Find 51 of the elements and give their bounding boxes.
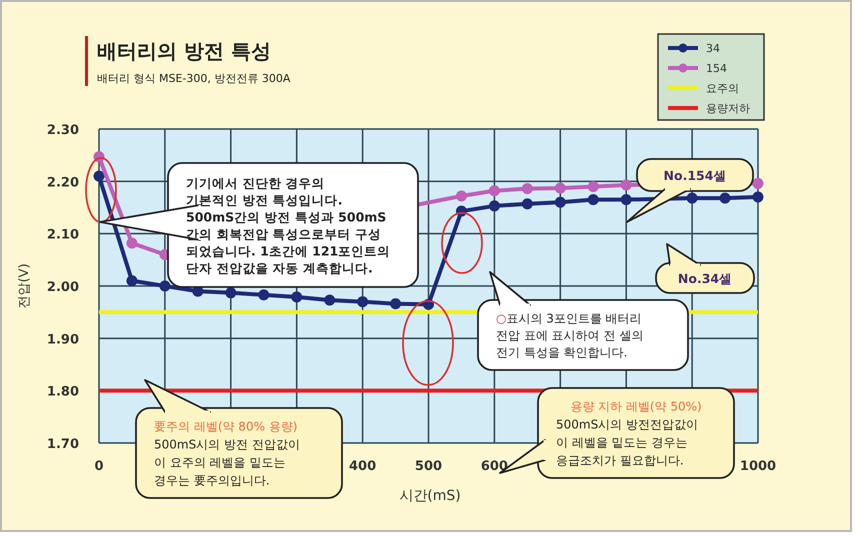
point <box>324 294 336 306</box>
point <box>258 289 270 300</box>
annotation: No.34셀 <box>678 270 732 286</box>
point <box>126 238 138 249</box>
point <box>522 198 533 210</box>
chart-subtitle: 배터리 형식 MSE-300, 방전전류 300A <box>97 72 291 85</box>
y-tick-label: 2.10 <box>46 228 79 243</box>
chart-title: 배터리의 방전 특성 <box>97 39 271 63</box>
point <box>357 296 368 308</box>
x-tick-label: 400 <box>349 459 376 474</box>
point <box>620 194 632 206</box>
point <box>94 170 104 182</box>
legend-label: 용량저하 <box>706 102 750 115</box>
x-tick-label: 500 <box>414 459 442 474</box>
x-tick-label: 600 <box>480 459 508 474</box>
x-tick-label: 0 <box>94 459 104 474</box>
legend-label: 34 <box>706 42 720 55</box>
point <box>488 200 500 212</box>
annotation: 기기에서 진단한 경우의 기본적인 방전 특성입니다. 500mS간의 방전 특성과 500mS 간의 회복전압 특성으로부터 구성 되었습니다. 1초간에 121포인트의 단자 전압값을 자동 계측합니다. <box>186 175 390 276</box>
annotation: No.154셀 <box>664 168 726 183</box>
point <box>488 185 500 196</box>
point <box>588 194 599 206</box>
legend-label: 요주의 <box>706 82 739 95</box>
point <box>291 291 302 302</box>
y-tick-label: 2.20 <box>46 175 79 190</box>
point <box>588 181 599 192</box>
legend-label: 154 <box>706 62 727 75</box>
point <box>554 182 566 194</box>
point <box>752 192 764 203</box>
annotation: 용량 지하 레벨(약 50%) 500mS시의 방전전압값이 이 레벨을 밑도는 경우는 응급조치가 필요합니다. <box>556 400 702 468</box>
point <box>456 190 467 202</box>
y-axis-title: 전압(V) <box>17 263 32 309</box>
point <box>720 192 731 204</box>
y-tick-label: 2.30 <box>46 123 79 138</box>
y-tick-label: 1.90 <box>46 332 79 348</box>
annotation: 要주의 레벨(약 80% 용량) 500mS시의 방전 전압값이 이 요주의 레벨을 밑도는 경우는 要주의입니다. <box>154 420 300 488</box>
point <box>686 192 698 204</box>
y-tick-label: 1.70 <box>46 437 79 452</box>
point <box>126 275 138 286</box>
point <box>225 287 236 298</box>
point <box>554 196 566 208</box>
point <box>620 179 632 190</box>
point <box>752 178 764 189</box>
x-axis-title: 시간(mS) <box>399 488 461 504</box>
annotation: ○표시의 3포인트를 배터리 전압 표에 표시하여 전 셀의 전기 특성을 확인합니다. <box>496 312 644 360</box>
x-tick-label: 1000 <box>740 459 776 474</box>
point <box>390 298 402 310</box>
point <box>159 280 170 292</box>
point <box>522 183 533 194</box>
y-tick-label: 1.80 <box>46 384 79 400</box>
y-tick-label: 2.00 <box>46 280 79 295</box>
